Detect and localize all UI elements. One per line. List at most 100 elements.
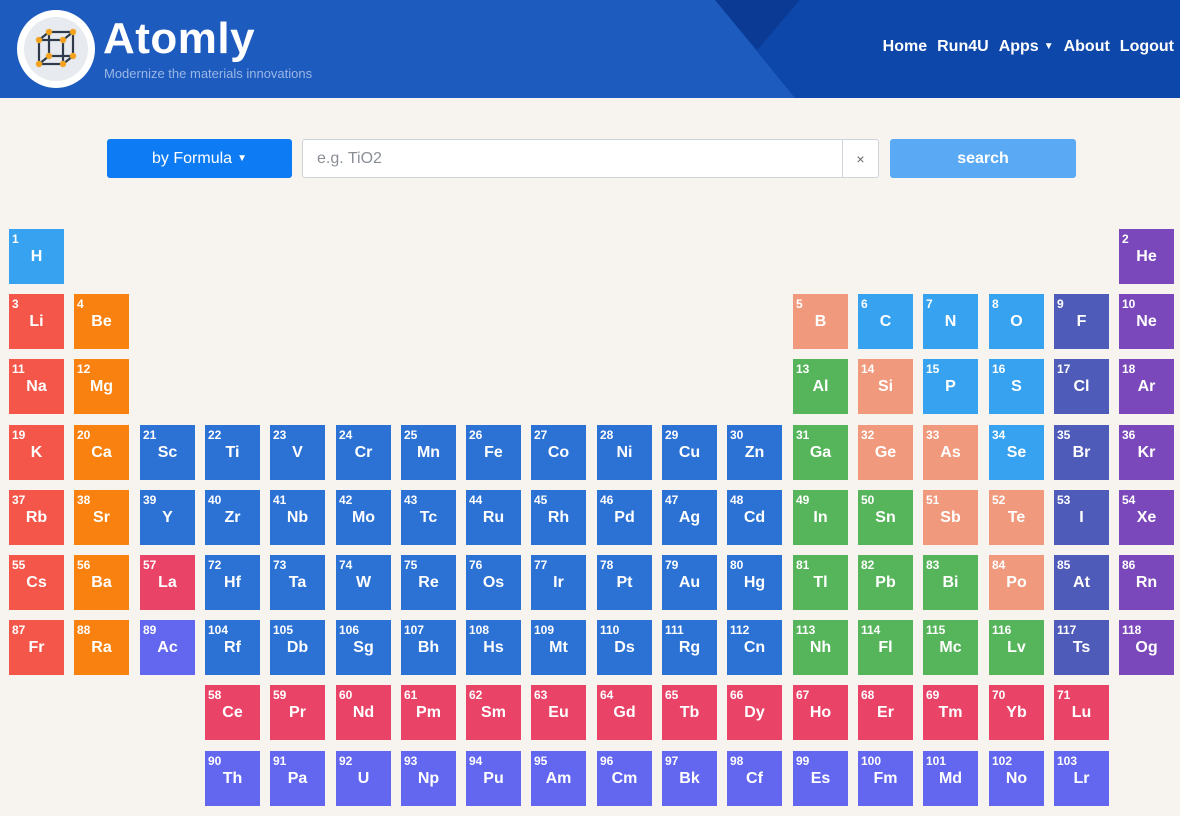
element-tile-ir[interactable]: 77 Ir: [531, 555, 586, 610]
element-tile-w[interactable]: 74 W: [336, 555, 391, 610]
element-tile-co[interactable]: 27 Co: [531, 425, 586, 480]
element-tile-ti[interactable]: 22 Ti: [205, 425, 260, 480]
element-tile-ge[interactable]: 32 Ge: [858, 425, 913, 480]
element-tile-la[interactable]: 57 La: [140, 555, 195, 610]
element-tile-v[interactable]: 23 V: [270, 425, 325, 480]
element-tile-re[interactable]: 75 Re: [401, 555, 456, 610]
element-tile-sg[interactable]: 106 Sg: [336, 620, 391, 675]
element-tile-pd[interactable]: 46 Pd: [597, 490, 652, 545]
element-tile-mn[interactable]: 25 Mn: [401, 425, 456, 480]
element-tile-pm[interactable]: 61 Pm: [401, 685, 456, 740]
element-tile-s[interactable]: 16 S: [989, 359, 1044, 414]
element-tile-se[interactable]: 34 Se: [989, 425, 1044, 480]
element-tile-md[interactable]: 101 Md: [923, 751, 978, 806]
nav-home[interactable]: Home: [883, 36, 927, 58]
element-tile-ds[interactable]: 110 Ds: [597, 620, 652, 675]
element-tile-sb[interactable]: 51 Sb: [923, 490, 978, 545]
element-tile-db[interactable]: 105 Db: [270, 620, 325, 675]
nav-about[interactable]: About: [1064, 36, 1110, 58]
element-tile-pa[interactable]: 91 Pa: [270, 751, 325, 806]
element-tile-cl[interactable]: 17 Cl: [1054, 359, 1109, 414]
element-tile-ru[interactable]: 44 Ru: [466, 490, 521, 545]
element-tile-y[interactable]: 39 Y: [140, 490, 195, 545]
element-tile-eu[interactable]: 63 Eu: [531, 685, 586, 740]
element-tile-nh[interactable]: 113 Nh: [793, 620, 848, 675]
element-tile-cf[interactable]: 98 Cf: [727, 751, 782, 806]
element-tile-pt[interactable]: 78 Pt: [597, 555, 652, 610]
element-tile-lu[interactable]: 71 Lu: [1054, 685, 1109, 740]
element-tile-as[interactable]: 33 As: [923, 425, 978, 480]
element-tile-xe[interactable]: 54 Xe: [1119, 490, 1174, 545]
element-tile-k[interactable]: 19 K: [9, 425, 64, 480]
element-tile-nd[interactable]: 60 Nd: [336, 685, 391, 740]
element-tile-yb[interactable]: 70 Yb: [989, 685, 1044, 740]
element-tile-lr[interactable]: 103 Lr: [1054, 751, 1109, 806]
element-tile-at[interactable]: 85 At: [1054, 555, 1109, 610]
element-tile-tl[interactable]: 81 Tl: [793, 555, 848, 610]
brand-name[interactable]: Atomly: [103, 14, 256, 63]
element-tile-os[interactable]: 76 Os: [466, 555, 521, 610]
element-tile-pb[interactable]: 82 Pb: [858, 555, 913, 610]
element-tile-hs[interactable]: 108 Hs: [466, 620, 521, 675]
element-tile-rg[interactable]: 111 Rg: [662, 620, 717, 675]
element-tile-np[interactable]: 93 Np: [401, 751, 456, 806]
element-tile-ba[interactable]: 56 Ba: [74, 555, 129, 610]
element-tile-kr[interactable]: 36 Kr: [1119, 425, 1174, 480]
element-tile-sc[interactable]: 21 Sc: [140, 425, 195, 480]
element-tile-ar[interactable]: 18 Ar: [1119, 359, 1174, 414]
element-tile-p[interactable]: 15 P: [923, 359, 978, 414]
element-tile-cu[interactable]: 29 Cu: [662, 425, 717, 480]
element-tile-nb[interactable]: 41 Nb: [270, 490, 325, 545]
element-tile-er[interactable]: 68 Er: [858, 685, 913, 740]
element-tile-ta[interactable]: 73 Ta: [270, 555, 325, 610]
search-button[interactable]: search: [890, 139, 1076, 178]
element-tile-tb[interactable]: 65 Tb: [662, 685, 717, 740]
element-tile-rb[interactable]: 37 Rb: [9, 490, 64, 545]
element-tile-mo[interactable]: 42 Mo: [336, 490, 391, 545]
element-tile-rh[interactable]: 45 Rh: [531, 490, 586, 545]
element-tile-dy[interactable]: 66 Dy: [727, 685, 782, 740]
element-tile-ag[interactable]: 47 Ag: [662, 490, 717, 545]
element-tile-ni[interactable]: 28 Ni: [597, 425, 652, 480]
element-tile-ac[interactable]: 89 Ac: [140, 620, 195, 675]
formula-search-input[interactable]: [302, 139, 842, 178]
element-tile-sr[interactable]: 38 Sr: [74, 490, 129, 545]
clear-search-button[interactable]: ×: [842, 139, 879, 178]
element-tile-he[interactable]: 2 He: [1119, 229, 1174, 284]
element-tile-fe[interactable]: 26 Fe: [466, 425, 521, 480]
element-tile-i[interactable]: 53 I: [1054, 490, 1109, 545]
atomly-logo[interactable]: [17, 10, 95, 88]
element-tile-u[interactable]: 92 U: [336, 751, 391, 806]
search-mode-dropdown[interactable]: by Formula ▼: [107, 139, 292, 178]
element-tile-lv[interactable]: 116 Lv: [989, 620, 1044, 675]
element-tile-zr[interactable]: 40 Zr: [205, 490, 260, 545]
element-tile-br[interactable]: 35 Br: [1054, 425, 1109, 480]
element-tile-bi[interactable]: 83 Bi: [923, 555, 978, 610]
element-tile-fr[interactable]: 87 Fr: [9, 620, 64, 675]
element-tile-fl[interactable]: 114 Fl: [858, 620, 913, 675]
nav-apps-dropdown[interactable]: Apps ▼: [999, 36, 1054, 58]
nav-logout[interactable]: Logout: [1120, 36, 1174, 58]
element-tile-ce[interactable]: 58 Ce: [205, 685, 260, 740]
element-tile-te[interactable]: 52 Te: [989, 490, 1044, 545]
element-tile-zn[interactable]: 30 Zn: [727, 425, 782, 480]
element-tile-cs[interactable]: 55 Cs: [9, 555, 64, 610]
element-tile-po[interactable]: 84 Po: [989, 555, 1044, 610]
nav-run4u[interactable]: Run4U: [937, 36, 989, 58]
element-tile-hg[interactable]: 80 Hg: [727, 555, 782, 610]
element-tile-mc[interactable]: 115 Mc: [923, 620, 978, 675]
element-tile-ra[interactable]: 88 Ra: [74, 620, 129, 675]
element-tile-be[interactable]: 4 Be: [74, 294, 129, 349]
element-tile-si[interactable]: 14 Si: [858, 359, 913, 414]
element-tile-no[interactable]: 102 No: [989, 751, 1044, 806]
element-tile-hf[interactable]: 72 Hf: [205, 555, 260, 610]
element-tile-ca[interactable]: 20 Ca: [74, 425, 129, 480]
element-tile-tc[interactable]: 43 Tc: [401, 490, 456, 545]
element-tile-pu[interactable]: 94 Pu: [466, 751, 521, 806]
element-tile-th[interactable]: 90 Th: [205, 751, 260, 806]
element-tile-am[interactable]: 95 Am: [531, 751, 586, 806]
